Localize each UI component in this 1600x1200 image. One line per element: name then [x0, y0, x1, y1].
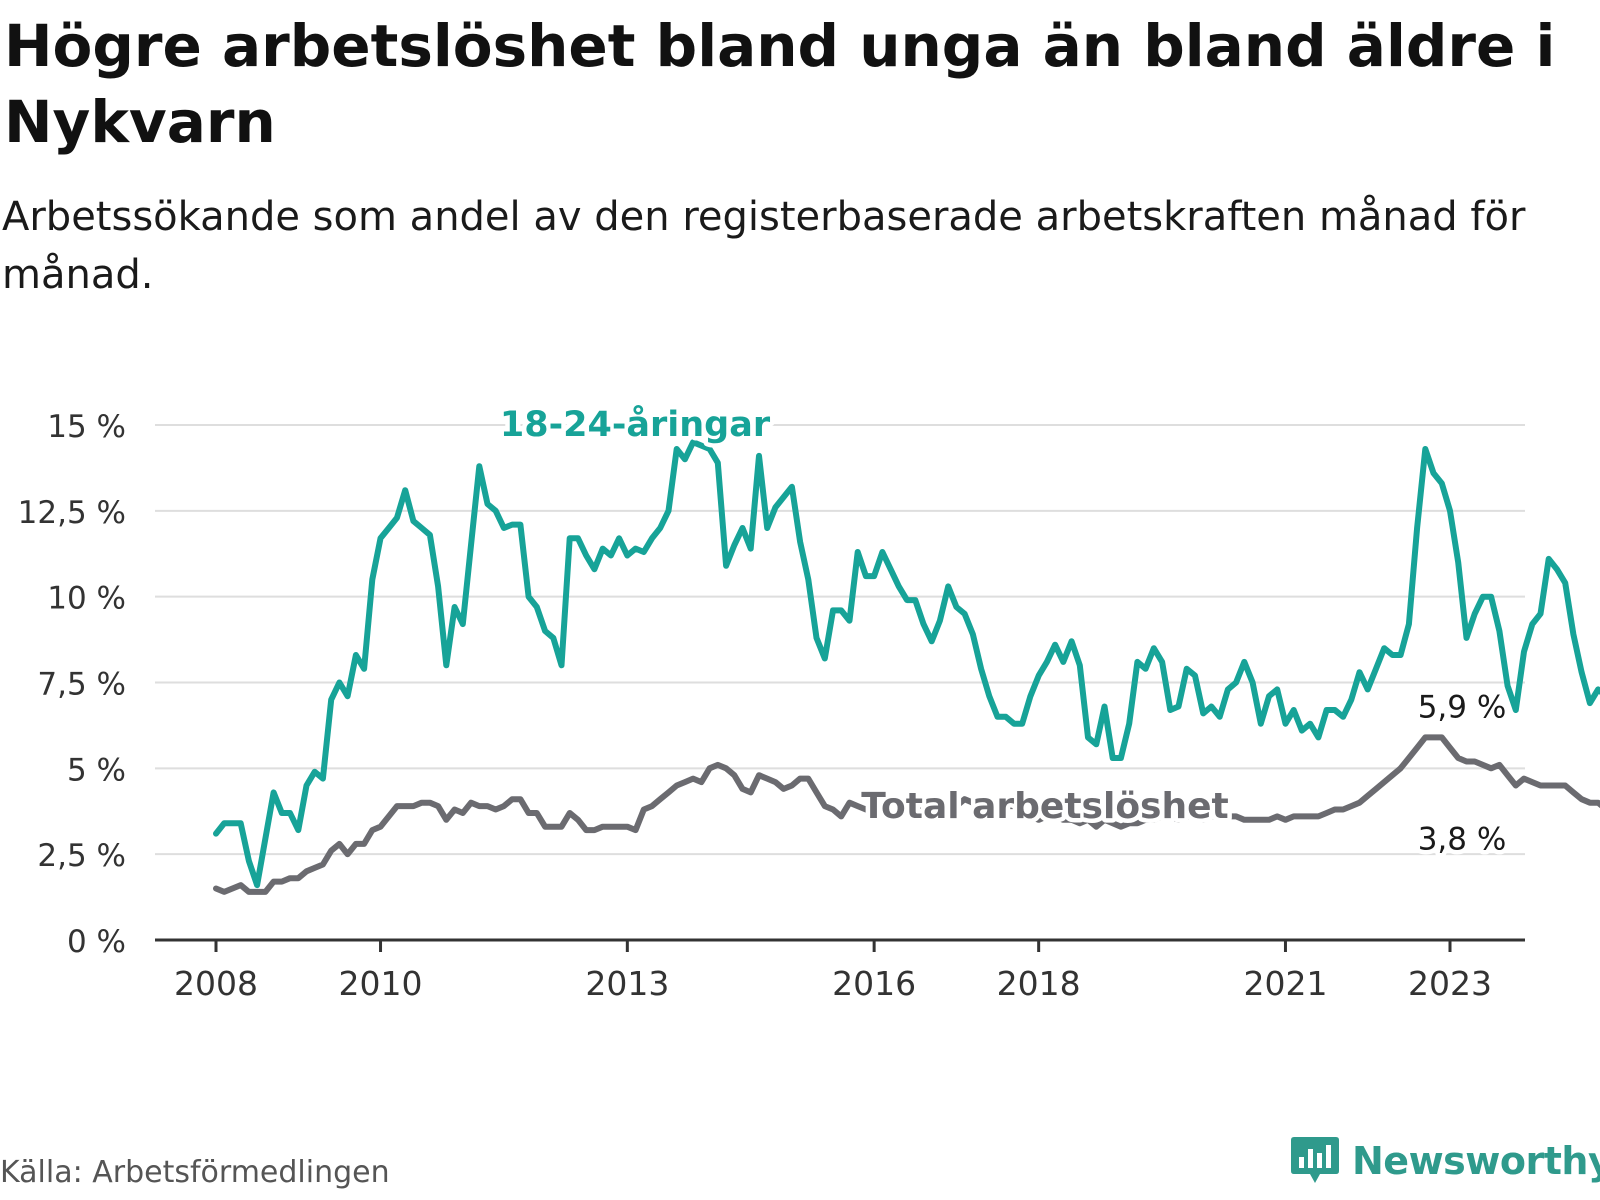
x-tick-label: 2008 — [174, 964, 258, 1003]
x-tick-label: 2018 — [997, 964, 1081, 1003]
x-tick-label: 2023 — [1408, 964, 1492, 1003]
series-line — [213, 734, 1600, 895]
x-tick-label: 2010 — [339, 964, 423, 1003]
y-tick-label: 5 % — [67, 752, 126, 788]
chart-title: Högre arbetslöshet bland unga än bland ä… — [4, 12, 1556, 156]
x-tick-label: 2016 — [832, 964, 916, 1003]
y-tick-label: 7,5 % — [37, 667, 126, 703]
end-label-total-halo: 3,8 % — [1418, 822, 1507, 858]
brand-name: Newsworthy — [1352, 1139, 1600, 1183]
gridlines — [155, 424, 1525, 856]
x-tick-label: 2021 — [1243, 964, 1327, 1003]
x-tick-label: 2013 — [585, 964, 669, 1003]
source-note: Källa: Arbetsförmedlingen — [0, 1155, 390, 1190]
end-label-teal-halo: 5,9 % — [1418, 689, 1507, 725]
end-label-teal: 5,9 % — [1418, 689, 1507, 725]
x-axis: 2008 2010 2013 2016 2018 2021 2023 — [155, 938, 1525, 1003]
series-line — [213, 439, 1600, 889]
brand-logo: Newsworthy — [1290, 1135, 1600, 1187]
series-label-total: Total arbetslöshet — [861, 786, 1229, 827]
y-tick-label: 15 % — [47, 409, 126, 445]
series-layer — [213, 439, 1600, 895]
series-label-total-halo: Total arbetslöshet — [861, 786, 1229, 827]
series-label-teal: 18-24-åringar — [500, 404, 771, 445]
chart-subtitle: Arbetssökande som andel av den registerb… — [2, 194, 1526, 298]
y-tick-label: 10 % — [47, 581, 126, 617]
y-axis-tick-labels: 0 % 2,5 % 5 % 7,5 % 10 % 12,5 % 15 % — [18, 409, 126, 960]
y-tick-label: 2,5 % — [37, 838, 126, 874]
line-chart: 0 %2,5 %5 %7,5 %10 %12,5 %15 % 2008 2010 2… — [17, 400, 1600, 1003]
newsworthy-logo-icon — [1291, 1137, 1339, 1183]
y-tick-label: 0 % — [67, 924, 126, 960]
series-label-teal-halo: 18-24-åringar — [500, 404, 771, 445]
y-tick-label: 12,5 % — [18, 495, 126, 531]
end-label-total: 3,8 % — [1418, 822, 1507, 858]
